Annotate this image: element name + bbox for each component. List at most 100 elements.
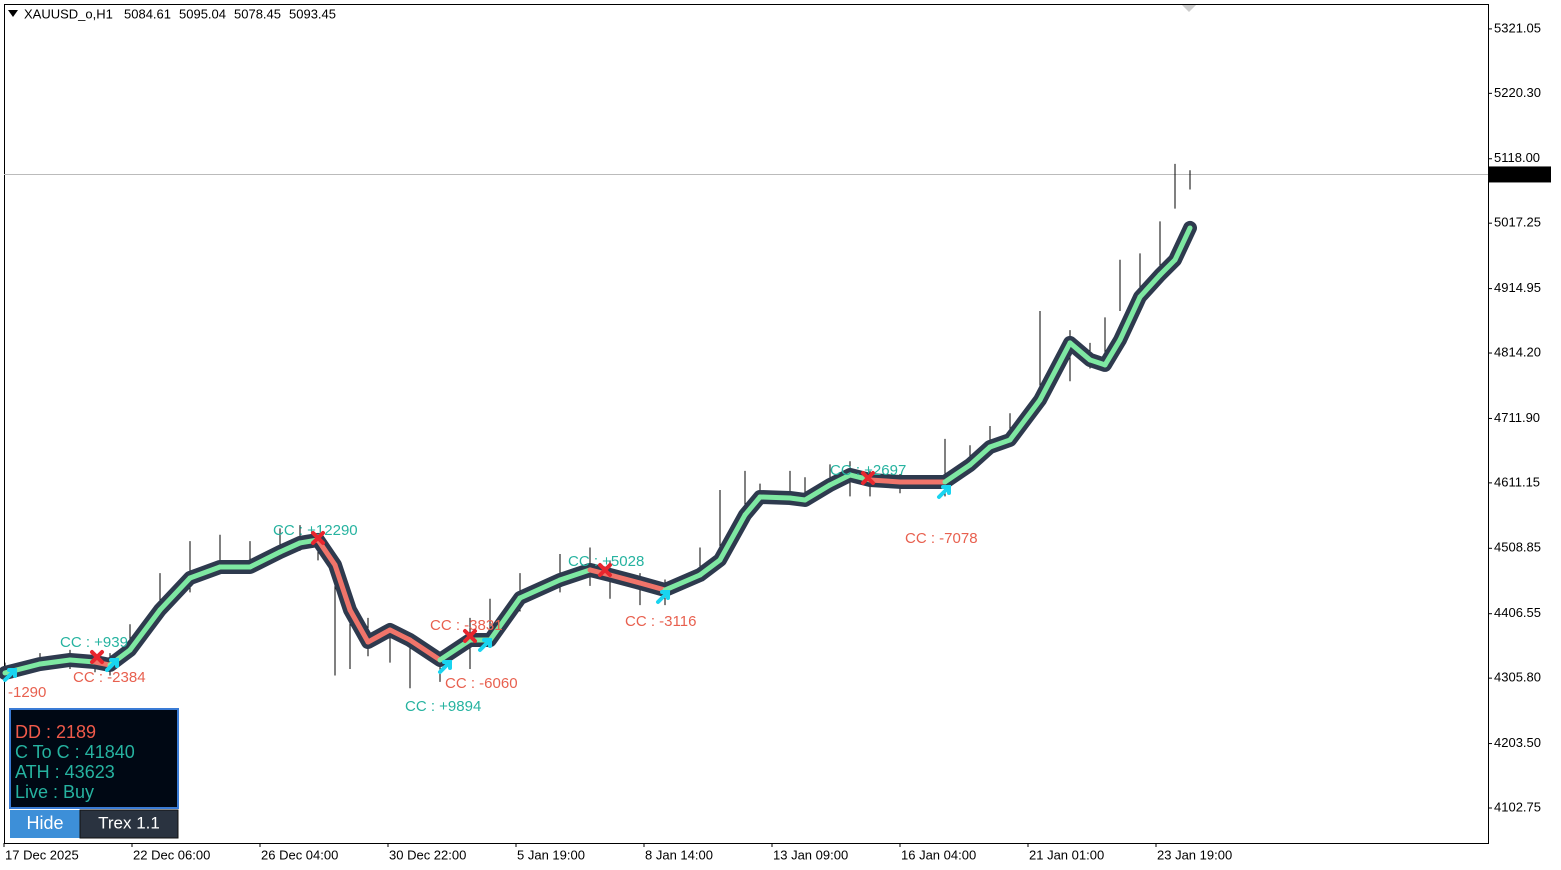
trend-segment xyxy=(1067,340,1093,363)
trend-segment xyxy=(277,540,303,555)
trend-segment xyxy=(827,472,853,488)
trend-segment xyxy=(637,580,668,593)
panel-line: C To C : 41840 xyxy=(15,742,135,762)
close: 5093.45 xyxy=(289,6,336,21)
trend-segment xyxy=(37,657,73,667)
trend-segment xyxy=(332,562,353,613)
trend-segment xyxy=(987,437,1013,450)
signal-note: CC : -7078 xyxy=(905,530,978,547)
signal-marker xyxy=(311,530,325,545)
signal-note: -1290 xyxy=(8,684,46,701)
x-tick-label: 23 Jan 19:00 xyxy=(1157,847,1232,862)
y-tick-label: 5321.05 xyxy=(1494,20,1541,35)
signal-note: CC : +2697 xyxy=(830,462,906,479)
signal-marker xyxy=(598,563,612,578)
trend-segment xyxy=(387,627,413,643)
signal-marker xyxy=(937,484,951,499)
menu-triangle[interactable] xyxy=(8,10,18,17)
trend-segment xyxy=(1102,337,1123,368)
signal-cross xyxy=(861,470,875,485)
trend-segment xyxy=(697,557,723,578)
y-tick-label: 4814.20 xyxy=(1494,344,1541,359)
trend-segment xyxy=(1117,294,1143,343)
trend-segment xyxy=(942,462,973,485)
signal-marker xyxy=(90,650,104,665)
trend-segment xyxy=(407,637,443,663)
low: 5078.45 xyxy=(234,6,281,21)
signal-cross xyxy=(463,629,477,643)
signal-marker xyxy=(656,589,670,604)
trend-segment xyxy=(1172,225,1193,263)
signal-arrow xyxy=(937,484,951,499)
trend-segment xyxy=(347,607,371,645)
version-label[interactable]: Trex 1.1 xyxy=(98,813,160,832)
trend-segment xyxy=(1037,340,1073,403)
signal-note: CC : -2384 xyxy=(73,669,146,686)
y-tick-label: 4203.50 xyxy=(1494,735,1541,750)
trend-segment xyxy=(967,444,993,468)
trend-segment xyxy=(1157,257,1178,278)
x-tick-label: 22 Dec 06:00 xyxy=(133,847,210,862)
signal-note: CC : -3116 xyxy=(625,613,696,630)
signal-note: CC : -6060 xyxy=(445,675,518,692)
signal-arrow xyxy=(478,638,492,653)
signal-marker xyxy=(861,470,875,485)
signal-arrow xyxy=(105,658,119,673)
trend-segment xyxy=(365,627,393,645)
y-tick-label: 4611.15 xyxy=(1494,474,1540,489)
signal-arrow xyxy=(3,668,17,683)
symbol: XAUUSD_o,H1 xyxy=(24,6,113,21)
signal-cross xyxy=(598,563,612,578)
trend-segment xyxy=(157,575,193,613)
x-tick-label: 5 Jan 19:00 xyxy=(517,847,585,862)
trend-segment xyxy=(662,572,703,593)
signal-marker xyxy=(105,658,119,673)
signal-note: CC : +12290 xyxy=(273,522,358,539)
x-tick-label: 16 Jan 04:00 xyxy=(901,847,976,862)
trend-segment xyxy=(315,537,338,568)
y-tick-label: 4305.80 xyxy=(1494,670,1541,685)
x-tick-label: 17 Dec 2025 xyxy=(5,847,79,862)
trend-segment xyxy=(717,512,748,563)
trend-segment xyxy=(742,494,763,518)
signal-note: CC : +939 xyxy=(60,634,128,651)
trend-segment xyxy=(517,577,563,601)
y-tick-label: 4711.90 xyxy=(1494,410,1540,425)
high: 5095.04 xyxy=(179,6,226,21)
signal-cross xyxy=(311,530,325,545)
x-tick-label: 26 Dec 04:00 xyxy=(261,847,338,862)
x-tick-label: 8 Jan 14:00 xyxy=(645,847,713,862)
trend-segment xyxy=(787,495,808,503)
hide-button[interactable] xyxy=(10,810,80,838)
y-tick-label: 4406.55 xyxy=(1494,605,1541,620)
price-tag-label: 5093.45 xyxy=(1493,166,1540,181)
open: 5084.61 xyxy=(124,6,171,21)
plot-frame xyxy=(4,4,1489,844)
trend-segment xyxy=(557,567,593,583)
trend-segment xyxy=(1007,397,1043,443)
x-tick-label: 30 Dec 22:00 xyxy=(389,847,466,862)
trend-segment xyxy=(247,549,283,570)
signal-marker xyxy=(463,629,477,643)
x-tick-label: 21 Jan 01:00 xyxy=(1029,847,1104,862)
trend-segment xyxy=(607,572,643,586)
x-tick-label: 13 Jan 09:00 xyxy=(773,847,848,862)
hide-label[interactable]: Hide xyxy=(26,813,63,833)
signal-arrow xyxy=(438,660,452,675)
price-tag xyxy=(1489,166,1551,183)
y-tick-label: 5017.25 xyxy=(1494,215,1541,230)
signal-marker xyxy=(438,660,452,675)
trend-segment xyxy=(437,637,473,663)
trend-segment xyxy=(1087,357,1108,368)
y-tick-label: 5220.30 xyxy=(1494,85,1541,100)
signal-cross xyxy=(90,650,104,665)
version-button[interactable] xyxy=(79,809,179,839)
shift-marker xyxy=(1182,5,1196,12)
trend-segment xyxy=(1137,272,1163,300)
panel-line: DD : 2189 xyxy=(15,722,96,742)
y-tick-label: 4914.95 xyxy=(1494,280,1541,295)
trend-segment xyxy=(867,477,903,485)
signal-note: CC : -3831 xyxy=(430,617,503,634)
